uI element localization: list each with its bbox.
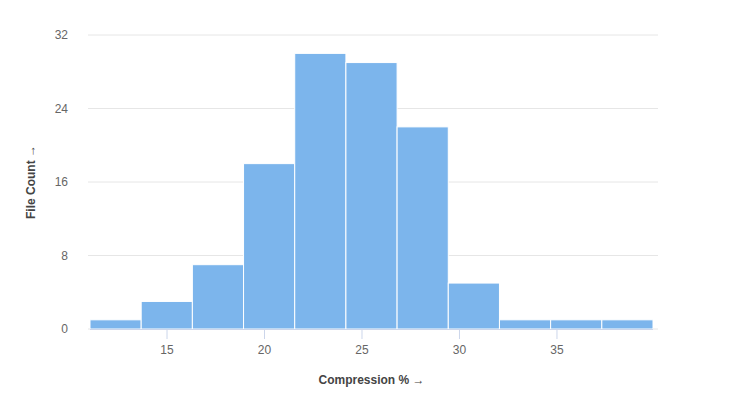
chart: 0 8 16 24 32 15 20 25 30 35 Compression % → File Co… xyxy=(0,0,730,405)
histogram-bar xyxy=(602,320,653,329)
histogram-bar xyxy=(551,320,602,329)
y-tick-label: 32 xyxy=(55,28,69,42)
grid-line xyxy=(88,35,658,36)
x-tick-label: 20 xyxy=(258,343,272,357)
histogram-bar xyxy=(192,265,243,329)
x-tick xyxy=(361,329,362,339)
x-tick xyxy=(264,329,265,339)
x-tick-label: 30 xyxy=(453,343,467,357)
x-axis-title: Compression % → xyxy=(318,373,424,387)
x-tick-label: 15 xyxy=(160,343,174,357)
histogram-bar xyxy=(397,127,448,329)
histogram-bar xyxy=(141,301,192,329)
x-tick xyxy=(459,329,460,339)
histogram-bar xyxy=(346,63,397,329)
histogram-bar xyxy=(448,283,499,329)
y-axis-title: File Count → xyxy=(24,145,38,219)
x-tick-label: 25 xyxy=(355,343,369,357)
chart-container: 0 8 16 24 32 15 20 25 30 35 Compression % → File Co… xyxy=(0,0,730,405)
y-tick-label: 24 xyxy=(55,102,69,116)
x-tick-label: 35 xyxy=(550,343,564,357)
bars xyxy=(90,53,653,329)
y-tick-label: 0 xyxy=(61,322,68,336)
y-tick-label: 8 xyxy=(61,249,68,263)
histogram-bar xyxy=(90,320,141,329)
histogram-bar xyxy=(295,53,346,329)
x-tick xyxy=(556,329,557,339)
histogram-bar xyxy=(499,320,550,329)
x-tick xyxy=(167,329,168,339)
histogram-bar xyxy=(244,164,295,329)
x-axis-line xyxy=(90,329,653,330)
y-tick-label: 16 xyxy=(55,175,69,189)
